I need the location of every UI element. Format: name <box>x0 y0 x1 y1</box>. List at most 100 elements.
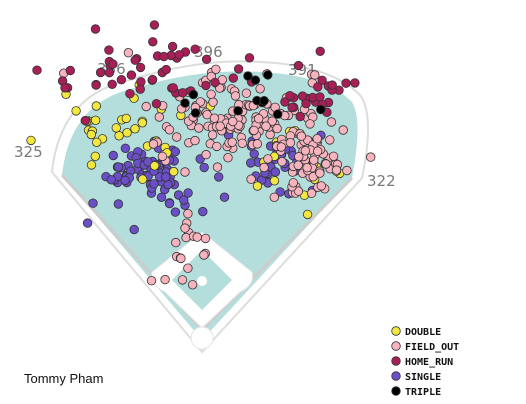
point-home-run <box>104 67 115 78</box>
point-single <box>88 198 98 208</box>
point-double <box>302 209 313 220</box>
point-field-out <box>326 117 337 127</box>
point-double <box>137 118 148 128</box>
point-home-run <box>116 74 127 85</box>
point-single <box>108 150 119 161</box>
point-home-run <box>90 24 101 34</box>
distance-label-center: 396 <box>194 43 223 61</box>
legend-label-home-run: HOME_RUN <box>405 357 453 368</box>
point-field-out <box>183 263 193 273</box>
point-double <box>122 127 132 138</box>
point-field-out <box>296 131 307 141</box>
point-home-run <box>167 41 178 52</box>
point-field-out <box>215 121 225 131</box>
point-field-out <box>176 253 186 264</box>
distance-label-right: 322 <box>367 172 396 190</box>
point-field-out <box>227 137 237 147</box>
point-field-out <box>171 237 181 248</box>
point-field-out <box>208 97 218 107</box>
point-home-run <box>80 115 91 126</box>
point-double <box>130 124 140 134</box>
point-single <box>82 218 93 228</box>
point-field-out <box>200 233 211 244</box>
point-double <box>114 131 124 141</box>
point-field-out <box>249 125 259 136</box>
point-home-run <box>285 90 295 101</box>
point-home-run <box>91 80 101 90</box>
point-triple <box>188 89 199 100</box>
point-field-out <box>246 174 256 184</box>
point-single <box>170 146 181 157</box>
point-double <box>137 174 148 184</box>
point-field-out <box>312 133 322 144</box>
point-single <box>120 175 130 186</box>
point-single <box>161 172 171 182</box>
point-single <box>156 192 167 203</box>
point-double <box>111 123 122 133</box>
point-home-run <box>287 102 297 113</box>
legend-marker-triple <box>391 386 401 396</box>
point-home-run <box>135 84 146 94</box>
point-triple <box>233 106 243 116</box>
point-field-out <box>171 132 182 142</box>
point-single <box>275 187 285 197</box>
point-field-out <box>309 155 319 165</box>
point-field-out <box>306 188 317 198</box>
point-field-out <box>366 152 376 162</box>
point-field-out <box>263 154 273 164</box>
point-double <box>26 135 36 146</box>
point-single <box>183 188 193 198</box>
point-single <box>149 179 159 189</box>
point-double <box>168 166 179 177</box>
point-home-run <box>315 92 325 102</box>
point-field-out <box>269 192 280 203</box>
point-field-out <box>313 146 323 156</box>
point-single <box>170 207 181 217</box>
point-double <box>90 115 101 126</box>
point-field-out <box>199 250 209 260</box>
point-field-out <box>180 167 190 177</box>
point-single <box>198 206 208 217</box>
point-field-out <box>254 113 264 124</box>
point-field-out <box>328 151 339 162</box>
point-field-out <box>183 208 193 219</box>
point-home-run <box>151 98 162 109</box>
point-field-out <box>206 89 216 100</box>
distance-label-left: 325 <box>14 143 43 161</box>
point-field-out <box>194 123 204 133</box>
point-field-out <box>212 162 223 172</box>
point-home-run <box>32 65 42 75</box>
point-home-run <box>190 44 200 54</box>
legend: DOUBLE FIELD_OUT HOME_RUN SINGLE TRIPLE <box>391 326 459 398</box>
point-field-out <box>302 162 312 173</box>
point-field-out <box>255 84 265 94</box>
point-triple <box>263 70 273 80</box>
home-plate-circle <box>190 326 214 350</box>
point-triple <box>259 95 269 106</box>
point-field-out <box>288 178 299 188</box>
point-field-out <box>277 156 287 167</box>
point-field-out <box>325 135 335 145</box>
point-field-out <box>338 125 348 135</box>
point-field-out <box>285 137 296 148</box>
point-field-out <box>293 160 303 170</box>
point-field-out <box>310 70 320 80</box>
point-home-run <box>201 80 211 91</box>
point-single <box>164 198 175 209</box>
point-home-run <box>341 78 351 88</box>
point-home-run <box>159 51 169 62</box>
point-field-out <box>315 168 325 178</box>
point-home-run <box>147 74 158 85</box>
point-single <box>129 224 139 235</box>
point-home-run <box>280 97 290 107</box>
point-field-out <box>207 130 218 140</box>
point-field-out <box>212 141 222 152</box>
point-double <box>149 161 160 171</box>
point-field-out <box>141 101 151 112</box>
point-home-run <box>293 60 304 71</box>
point-home-run <box>104 45 114 55</box>
point-home-run <box>60 83 70 93</box>
legend-marker-home-run <box>391 356 401 366</box>
legend-marker-field-out <box>391 341 401 351</box>
point-home-run <box>244 53 255 63</box>
